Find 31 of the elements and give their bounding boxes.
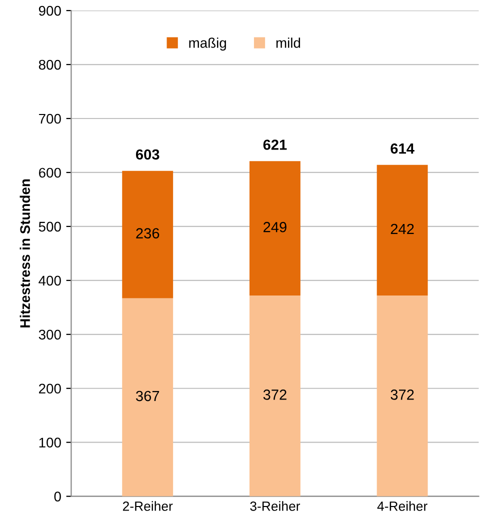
x-tick-label: 3-Reiher: [250, 501, 300, 511]
y-tick-label: 600: [39, 168, 61, 178]
y-tick-label: 300: [38, 330, 61, 340]
bar: [122, 170, 174, 298]
data-label: 367: [136, 390, 160, 402]
y-axis-title: Hitzestress in Stunden: [20, 179, 30, 328]
data-label: 249: [264, 222, 286, 232]
bar: [249, 161, 300, 296]
data-label: 372: [263, 390, 286, 400]
total-label: 603: [136, 149, 160, 160]
data-label: 242: [390, 224, 414, 234]
y-tick-label: 800: [38, 60, 61, 70]
y-tick-label: 400: [38, 276, 61, 286]
total-label: 621: [263, 140, 287, 150]
data-label: 372: [390, 390, 414, 400]
data-label: 236: [136, 228, 160, 238]
y-tick-label: 900: [38, 6, 61, 16]
bar: [122, 298, 174, 496]
bar: [376, 296, 428, 496]
total-label: 614: [390, 143, 414, 154]
x-tick-label: 4-Reiher: [377, 501, 428, 511]
x-tick-label: 2-Reiher: [122, 501, 173, 511]
bar: [376, 164, 428, 296]
y-tick-label: 700: [39, 114, 61, 124]
bar: [249, 296, 300, 496]
y-tick-label: 100: [39, 438, 61, 448]
legend-label: mild: [276, 38, 300, 48]
y-tick-label: 0: [54, 492, 61, 502]
y-tick-label: 200: [39, 384, 61, 394]
legend-label: maßig: [189, 38, 226, 51]
y-tick-label: 500: [38, 222, 61, 232]
